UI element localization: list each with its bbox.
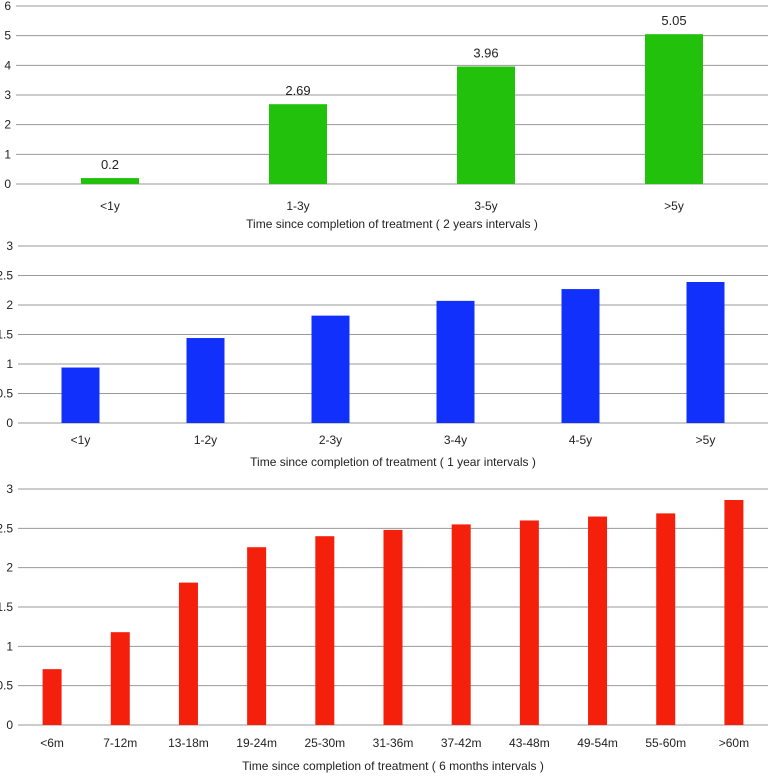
x-tick-label: 7-12m bbox=[103, 736, 137, 750]
bar bbox=[436, 300, 475, 423]
x-tick-label: 4-5y bbox=[569, 433, 592, 447]
x-tick-label: <6m bbox=[40, 736, 64, 750]
y-tick-label: 2 bbox=[6, 298, 13, 312]
bar bbox=[457, 66, 515, 184]
y-tick-label: 4 bbox=[4, 58, 11, 72]
chart-3: 0 0.5 1 1.5 2 2.5 3 <6m 7-12m 13-18m 19-24m 25-30m 3… bbox=[0, 482, 768, 773]
x-tick-label: 3-4y bbox=[444, 433, 467, 447]
bar bbox=[81, 178, 139, 184]
x-axis-label: Time since completion of treatment ( 1 y… bbox=[250, 455, 536, 469]
y-tick-label: 3 bbox=[4, 88, 11, 102]
x-tick-label: 13-18m bbox=[168, 736, 209, 750]
x-tick-label: 55-60m bbox=[645, 736, 686, 750]
data-label: 3.96 bbox=[473, 46, 498, 61]
bar bbox=[42, 669, 62, 725]
bar bbox=[645, 34, 703, 184]
chart-1: 0 1 2 3 4 5 6 <1y 0.2 1-3y 2.69 3-5y 3.96 >5y 5.05 Time… bbox=[4, 0, 768, 231]
x-tick-label: 1-2y bbox=[194, 433, 217, 447]
data-label: 5.05 bbox=[661, 13, 686, 28]
y-tick-label: 6 bbox=[4, 0, 11, 13]
x-tick-label: 2-3y bbox=[319, 433, 342, 447]
bar bbox=[61, 367, 100, 423]
bar bbox=[269, 104, 327, 184]
y-tick-label: 3 bbox=[6, 482, 13, 496]
bar bbox=[186, 338, 225, 423]
bar bbox=[588, 516, 608, 725]
x-tick-label: 1-3y bbox=[286, 199, 309, 213]
x-tick-label: <1y bbox=[71, 433, 91, 447]
y-tick-label: 0.5 bbox=[0, 387, 13, 401]
y-tick-label: 1 bbox=[6, 639, 13, 653]
bar bbox=[561, 289, 600, 423]
y-tick-label: 2 bbox=[4, 118, 11, 132]
y-tick-label: 1 bbox=[4, 147, 11, 161]
bar bbox=[451, 524, 471, 725]
bar bbox=[311, 315, 350, 423]
bar bbox=[247, 547, 267, 725]
x-axis-label: Time since completion of treatment ( 2 y… bbox=[246, 217, 538, 231]
y-tick-label: 0 bbox=[6, 718, 13, 732]
chart-2: 0 0.5 1 1.5 2 2.5 3 <1y 1-2y 2-3y 3-4y 4-5y >5y Time … bbox=[0, 239, 768, 469]
bar bbox=[724, 500, 744, 725]
bar bbox=[315, 536, 335, 725]
x-tick-label: <1y bbox=[100, 199, 120, 213]
x-axis-label: Time since completion of treatment ( 6 m… bbox=[242, 759, 544, 773]
y-tick-label: 2 bbox=[6, 561, 13, 575]
x-tick-label: >5y bbox=[664, 199, 684, 213]
bar bbox=[383, 529, 403, 725]
x-tick-label: 43-48m bbox=[509, 736, 550, 750]
y-tick-label: 0 bbox=[6, 416, 13, 430]
x-tick-label: 19-24m bbox=[236, 736, 277, 750]
data-label: 2.69 bbox=[285, 83, 310, 98]
y-tick-label: 1 bbox=[6, 357, 13, 371]
x-tick-label: 49-54m bbox=[577, 736, 618, 750]
x-tick-label: >60m bbox=[719, 736, 749, 750]
x-tick-label: 3-5y bbox=[474, 199, 497, 213]
y-tick-label: 0 bbox=[4, 177, 11, 191]
bar bbox=[178, 582, 198, 725]
data-label: 0.2 bbox=[101, 157, 119, 172]
bar bbox=[656, 513, 676, 725]
x-tick-label: 37-42m bbox=[441, 736, 482, 750]
y-tick-label: 1.5 bbox=[0, 600, 13, 614]
y-tick-label: 2.5 bbox=[0, 269, 13, 283]
x-tick-label: 25-30m bbox=[304, 736, 345, 750]
y-tick-label: 1.5 bbox=[0, 328, 13, 342]
y-tick-label: 5 bbox=[4, 29, 11, 43]
y-tick-label: 0.5 bbox=[0, 679, 13, 693]
y-tick-label: 3 bbox=[6, 239, 13, 253]
bar bbox=[110, 632, 130, 725]
y-tick-label: 2.5 bbox=[0, 521, 13, 535]
x-tick-label: >5y bbox=[696, 433, 716, 447]
bar bbox=[686, 281, 725, 423]
x-tick-label: 31-36m bbox=[373, 736, 414, 750]
bar bbox=[519, 520, 539, 725]
